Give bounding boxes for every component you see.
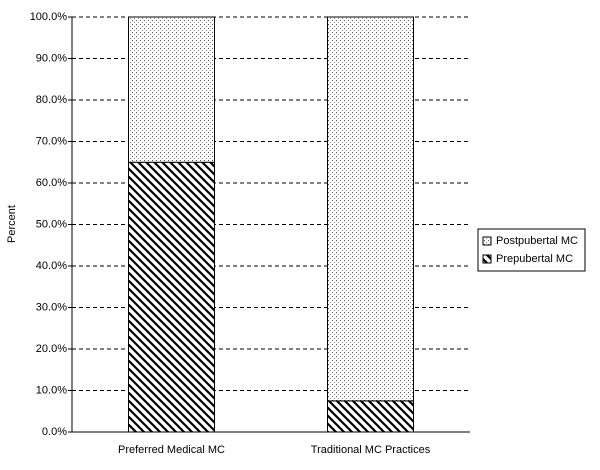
bar-segment <box>327 400 414 433</box>
y-tick-label: 10.0% <box>36 384 67 396</box>
y-tick-label: 90.0% <box>36 52 67 64</box>
y-axis-label: Percent <box>6 205 18 243</box>
legend-label: Prepubertal MC <box>496 253 573 265</box>
bar-segment <box>128 161 215 433</box>
bar-segment <box>128 16 215 163</box>
y-tick-label: 60.0% <box>36 177 67 189</box>
y-tick-label: 100.0% <box>30 11 68 23</box>
y-tick-label: 0.0% <box>42 426 67 438</box>
legend-label: Postpubertal MC <box>496 235 578 247</box>
y-tick-label: 20.0% <box>36 343 67 355</box>
y-tick-label: 70.0% <box>36 135 67 147</box>
legend-swatch <box>482 254 492 264</box>
y-tick-label: 40.0% <box>36 260 67 272</box>
y-tick-label: 30.0% <box>36 301 67 313</box>
x-tick-label: Preferred Medical MC <box>118 444 225 456</box>
legend-box <box>477 228 586 272</box>
y-tick-label: 80.0% <box>36 94 67 106</box>
legend-swatch <box>482 236 492 246</box>
x-tick-label: Traditional MC Practices <box>311 444 431 456</box>
bar-segment <box>327 16 414 402</box>
y-tick-label: 50.0% <box>36 218 67 230</box>
